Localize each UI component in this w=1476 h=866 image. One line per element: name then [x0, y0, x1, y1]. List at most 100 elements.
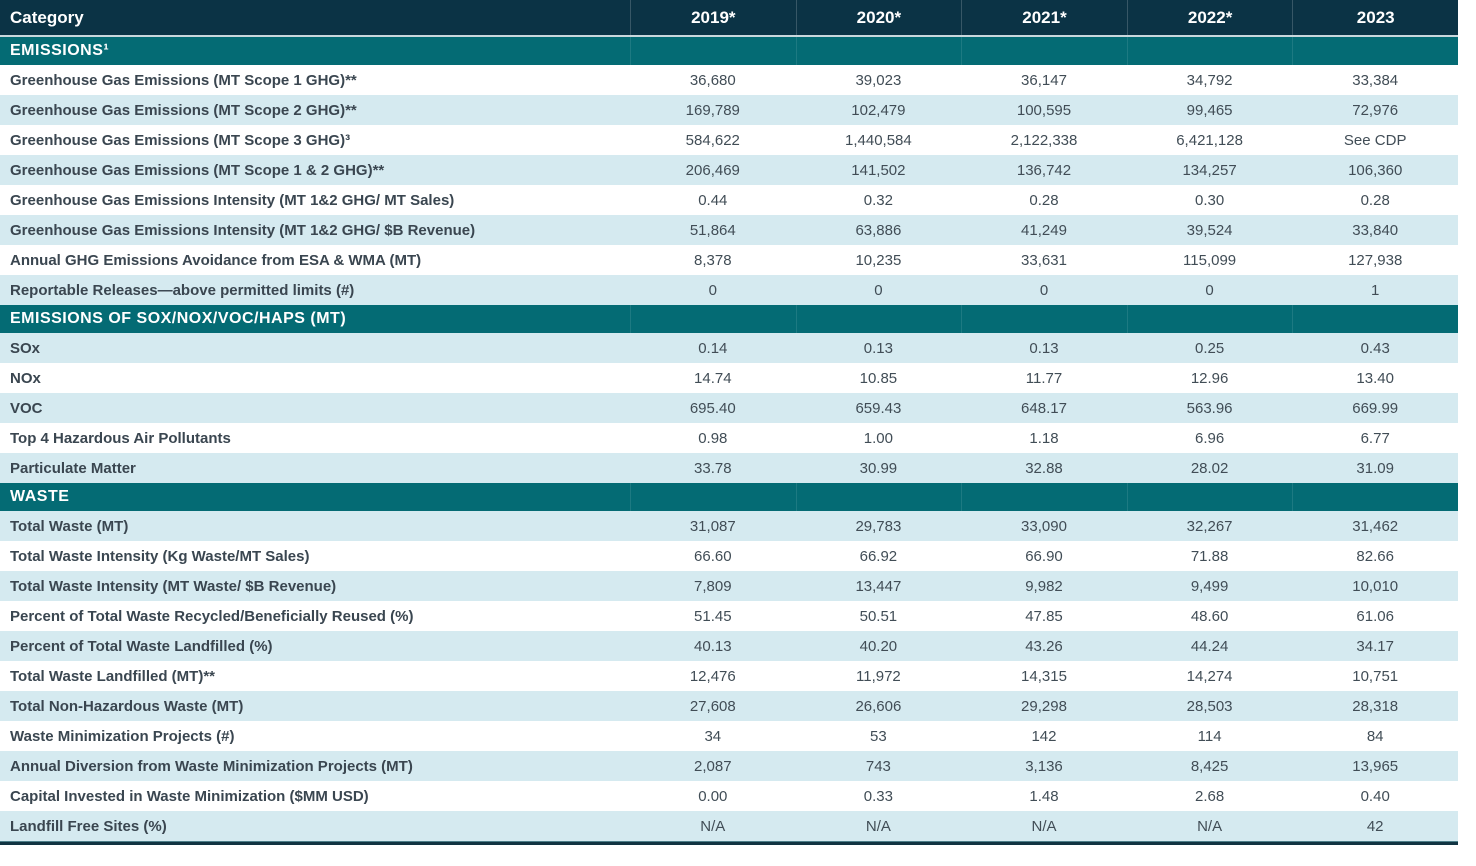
- row-value: 33.78: [694, 459, 732, 477]
- row-value: 114: [1197, 727, 1222, 745]
- row-value: 82.66: [1356, 547, 1394, 565]
- row-value: 1.00: [863, 429, 893, 447]
- section-title: EMISSIONS¹: [10, 42, 110, 59]
- row-value: 0.00: [698, 787, 728, 805]
- row-value: 169,789: [685, 101, 740, 119]
- row-value: 0: [1205, 281, 1214, 299]
- row-value: 10,010: [1352, 577, 1399, 595]
- table-row: VOC 695.40 659.43 648.17 563.96 669.99: [0, 393, 1458, 423]
- row-value: 1: [1371, 281, 1380, 299]
- section-filler-cell: [795, 483, 962, 511]
- row-value: 32,267: [1186, 517, 1233, 535]
- row-value: 36,680: [689, 71, 736, 89]
- row-label: Greenhouse Gas Emissions (MT Scope 2 GHG…: [10, 101, 357, 119]
- row-value: 42: [1366, 817, 1384, 835]
- row-label: Greenhouse Gas Emissions (MT Scope 1 GHG…: [10, 71, 357, 89]
- row-value: 28.02: [1190, 459, 1229, 477]
- row-value: 43.26: [1025, 637, 1063, 655]
- section-filler-cell: [1292, 305, 1458, 333]
- row-label: Total Waste Intensity (MT Waste/ $B Reve…: [10, 577, 337, 595]
- section-header: EMISSIONS¹: [0, 37, 1458, 65]
- row-value: 50.51: [859, 607, 898, 625]
- row-value: 2.68: [1194, 787, 1225, 805]
- row-value: 31.09: [1356, 459, 1394, 477]
- row-value: 33,631: [1021, 251, 1067, 269]
- row-value: 13,965: [1352, 757, 1399, 775]
- row-value: 61.06: [1356, 607, 1394, 625]
- row-label: Reportable Releases—above permitted limi…: [10, 281, 355, 299]
- table-row: Total Waste (MT) 31,087 29,783 33,090 32,267…: [0, 511, 1458, 541]
- table-row: Top 4 Hazardous Air Pollutants 0.98 1.00 1.…: [0, 423, 1458, 453]
- row-value: 28,503: [1186, 697, 1233, 715]
- row-value: 27,608: [689, 697, 736, 715]
- row-value: 7,809: [694, 577, 732, 595]
- section-title: EMISSIONS OF SOX/NOX/VOC/HAPS (MT): [10, 310, 347, 327]
- section-filler-cell: [961, 37, 1127, 65]
- row-value: N/A: [865, 817, 891, 835]
- row-value: 0.13: [863, 339, 893, 357]
- row-value: 29,298: [1021, 697, 1067, 715]
- table-header-row: Category 2019* 2020* 2021* 2022* 2023: [0, 0, 1458, 37]
- row-value: 115,099: [1183, 251, 1237, 269]
- row-value: 29,783: [855, 517, 902, 535]
- row-label: SOx: [10, 339, 41, 357]
- row-value: 100,595: [1016, 101, 1072, 119]
- row-label: Greenhouse Gas Emissions Intensity (MT 1…: [10, 191, 455, 209]
- row-value: 0.32: [863, 191, 893, 209]
- row-value: 39,023: [855, 71, 902, 89]
- row-value: 6.77: [1360, 429, 1390, 447]
- row-value: 10.85: [859, 369, 898, 387]
- table-row: Percent of Total Waste Landfilled (%) 40.…: [0, 631, 1458, 661]
- row-value: 141,502: [851, 161, 906, 179]
- row-label: Landfill Free Sites (%): [10, 817, 167, 835]
- row-value: 33,090: [1021, 517, 1067, 535]
- row-value: 34.17: [1356, 637, 1394, 655]
- row-value: 66.92: [859, 547, 898, 565]
- row-value: 13,447: [855, 577, 902, 595]
- row-value: 28,318: [1352, 697, 1399, 715]
- row-value: 0: [708, 281, 717, 299]
- row-value: 0.40: [1360, 787, 1390, 805]
- row-value: 0.30: [1194, 191, 1225, 209]
- row-label: Greenhouse Gas Emissions Intensity (MT 1…: [10, 221, 476, 239]
- row-value: 9,499: [1190, 577, 1229, 595]
- table-row: Annual GHG Emissions Avoidance from ESA …: [0, 245, 1458, 275]
- section-filler-cell: [961, 483, 1127, 511]
- row-value: N/A: [1031, 817, 1057, 835]
- row-value: 3,136: [1025, 757, 1063, 775]
- row-value: 8,378: [694, 251, 732, 269]
- row-value: 33,840: [1352, 221, 1399, 239]
- table-row: Greenhouse Gas Emissions Intensity (MT 1…: [0, 215, 1458, 245]
- row-value: 13.40: [1356, 369, 1394, 387]
- section-filler-cell: [1126, 305, 1293, 333]
- row-label: Particulate Matter: [10, 459, 136, 477]
- section-filler-cell: [1126, 483, 1293, 511]
- row-value: 41,249: [1021, 221, 1067, 239]
- table-row: Waste Minimization Projects (#) 34 53 142 11…: [0, 721, 1458, 751]
- row-value: 47.85: [1025, 607, 1063, 625]
- row-value: 0.28: [1360, 191, 1390, 209]
- section-filler-cell: [1126, 37, 1293, 65]
- row-value: 1.48: [1029, 787, 1059, 805]
- year-column-header-2022: 2022*: [1126, 0, 1293, 35]
- row-value: 0.44: [698, 191, 728, 209]
- row-value: 6.96: [1194, 429, 1225, 447]
- section-filler-cell: [630, 483, 796, 511]
- row-value: 0.25: [1194, 339, 1225, 357]
- table-row: SOx 0.14 0.13 0.13 0.25 0.43: [0, 333, 1458, 363]
- row-value: 206,469: [685, 161, 740, 179]
- table-row: Greenhouse Gas Emissions (MT Scope 1 & 2…: [0, 155, 1458, 185]
- row-value: 127,938: [1348, 251, 1403, 269]
- table-row: NOx 14.74 10.85 11.77 12.96 13.40: [0, 363, 1458, 393]
- row-value: 0.43: [1360, 339, 1390, 357]
- row-value: 99,465: [1186, 101, 1233, 119]
- section-filler-cell: [961, 305, 1127, 333]
- table-row: Total Non-Hazardous Waste (MT) 27,608 26,6…: [0, 691, 1458, 721]
- row-value: 102,479: [851, 101, 906, 119]
- table-row: Landfill Free Sites (%) N/A N/A N/A N/A 42: [0, 811, 1458, 841]
- row-value: 48.60: [1190, 607, 1229, 625]
- table-row: Total Waste Intensity (MT Waste/ $B Reve…: [0, 571, 1458, 601]
- row-value: 0: [1039, 281, 1049, 299]
- table-row: Annual Diversion from Waste Minimization…: [0, 751, 1458, 781]
